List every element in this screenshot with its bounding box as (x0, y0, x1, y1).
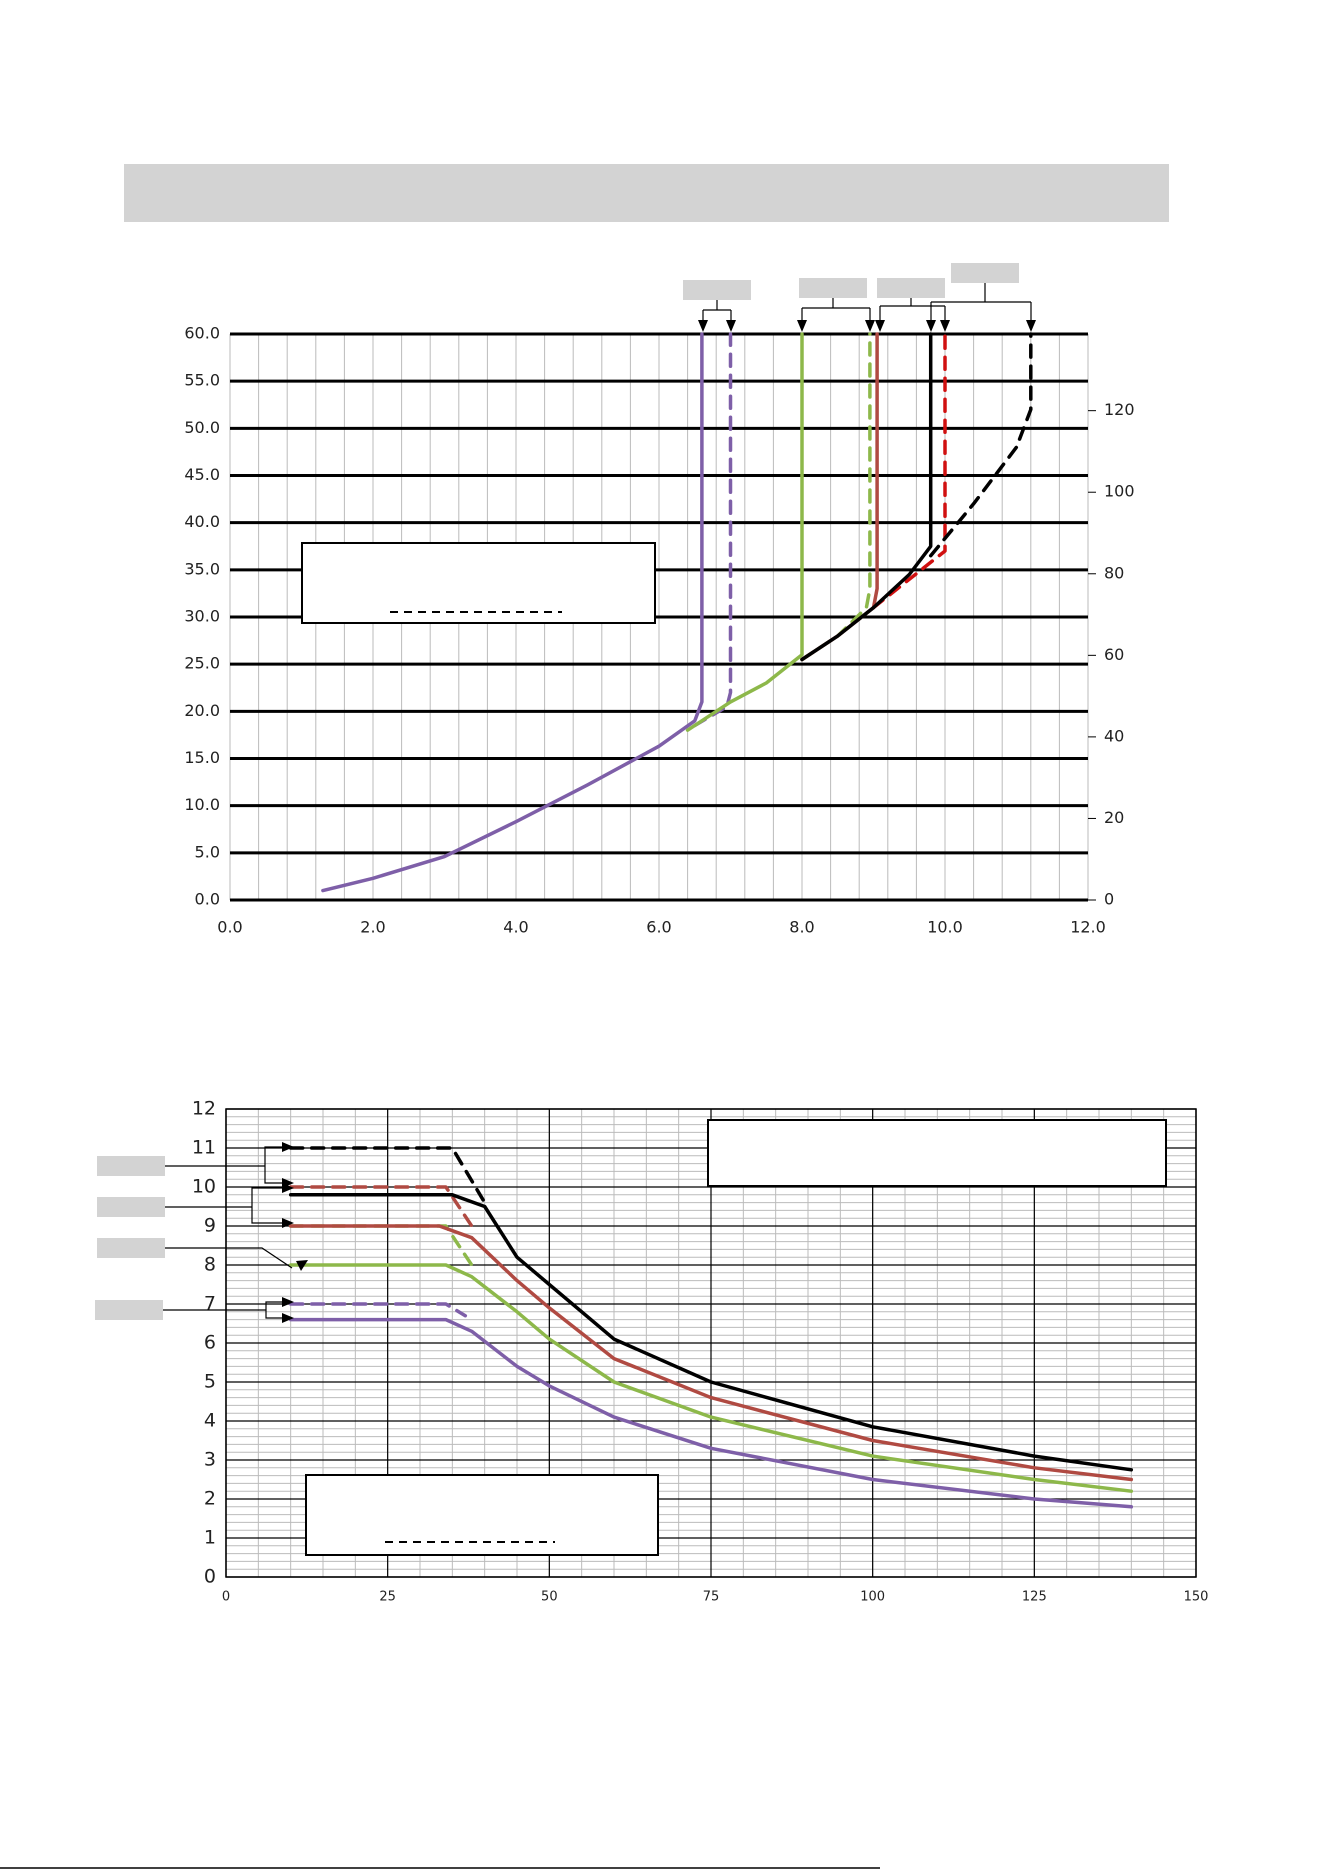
series-line (800, 332, 933, 662)
y-tick-label: 15.0 (184, 748, 220, 767)
y-tick-label: 11 (192, 1137, 216, 1159)
series-line (685, 332, 804, 732)
header-bar (124, 164, 1169, 222)
arrowhead (940, 320, 950, 332)
y-tick-label: 5 (204, 1371, 216, 1393)
x-tick-label: 150 (1184, 1590, 1209, 1605)
y2-tick-label: 20 (1104, 808, 1124, 827)
series-line (288, 1263, 1134, 1493)
arrowhead (282, 1218, 294, 1228)
x-tick-label: 4.0 (503, 918, 528, 937)
arrowhead (296, 1260, 308, 1271)
arrowhead (875, 320, 885, 332)
legend-box-1 (301, 542, 656, 624)
dashed-series-line (288, 1302, 468, 1318)
arrowhead (282, 1142, 294, 1152)
series-line (321, 332, 704, 893)
arrowhead (282, 1313, 294, 1323)
y-tick-label: 1 (204, 1527, 216, 1549)
arrowhead (282, 1297, 294, 1307)
y-tick-label: 60.0 (184, 324, 220, 343)
callouts-2 (95, 1156, 165, 1320)
y2-tick-label: 120 (1104, 400, 1135, 419)
y2-tick-label: 40 (1104, 726, 1124, 745)
y-tick-label: 50.0 (184, 418, 220, 437)
y-tick-label: 20.0 (184, 701, 220, 720)
y-tick-label: 4 (204, 1410, 216, 1432)
y-tick-label: 0 (204, 1566, 216, 1588)
y2-tick-label: 100 (1104, 482, 1135, 501)
y-tick-label: 35.0 (184, 559, 220, 578)
x-tick-label: 50 (541, 1590, 558, 1605)
callouts-1 (683, 263, 1019, 300)
x-tick-label: 0.0 (217, 918, 242, 937)
y-tick-label: 10.0 (184, 795, 220, 814)
dashed-series-line (693, 332, 733, 728)
callout-leaders-1 (698, 283, 1036, 332)
x-tick-label: 0 (222, 1590, 230, 1605)
y-tick-label: 55.0 (184, 371, 220, 390)
legend-box-2b (305, 1474, 659, 1556)
legend-box-2a (707, 1119, 1167, 1187)
arrowhead (698, 320, 708, 332)
arrowhead (726, 320, 736, 332)
arrowhead (865, 320, 875, 332)
y-tick-label: 8 (204, 1254, 216, 1276)
y2-tick-label: 60 (1104, 645, 1124, 664)
x-tick-label: 125 (1022, 1590, 1047, 1605)
arrowhead (926, 320, 936, 332)
y-tick-label: 2 (204, 1488, 216, 1510)
y-tick-label: 10 (192, 1176, 216, 1198)
x-tick-label: 8.0 (789, 918, 814, 937)
dashed-series-line (871, 332, 947, 610)
series-line (288, 1193, 1134, 1472)
dashed-series-line (288, 1146, 487, 1205)
series-line (288, 1224, 1134, 1482)
x-tick-label: 25 (379, 1590, 396, 1605)
x-tick-label: 2.0 (360, 918, 385, 937)
x-tick-label: 12.0 (1070, 918, 1106, 937)
y-tick-label: 5.0 (195, 842, 220, 861)
arrowhead (797, 320, 807, 332)
y-tick-label: 9 (204, 1215, 216, 1237)
chart: 0.0 5.0 10.0 15.0 20.0 25.0 30.0 35.0 40.0 45.0 50… (184, 324, 1134, 937)
y-tick-label: 3 (204, 1449, 216, 1471)
y2-tick-label: 80 (1104, 563, 1124, 582)
plot-border (225, 1108, 1197, 1578)
dashed-series-line (928, 332, 1033, 558)
dashed-series-line (288, 1185, 474, 1228)
y-tick-label: 45.0 (184, 465, 220, 484)
y-tick-label: 6 (204, 1332, 216, 1354)
x-tick-label: 75 (703, 1590, 720, 1605)
x-tick-label: 6.0 (646, 918, 671, 937)
series-line (288, 1317, 1134, 1509)
y2-tick-label: 0 (1104, 890, 1114, 909)
x-tick-label: 10.0 (927, 918, 963, 937)
arrowhead (1026, 320, 1036, 332)
y-tick-label: 30.0 (184, 607, 220, 626)
y-tick-label: 25.0 (184, 654, 220, 673)
y-tick-label: 7 (204, 1293, 216, 1315)
arrowhead (282, 1183, 294, 1193)
callout-leaders-2 (163, 1142, 308, 1323)
y-tick-label: 0.0 (195, 890, 220, 909)
y-tick-label: 40.0 (184, 512, 220, 531)
y-tick-label: 12 (192, 1098, 216, 1120)
x-tick-label: 100 (860, 1590, 885, 1605)
